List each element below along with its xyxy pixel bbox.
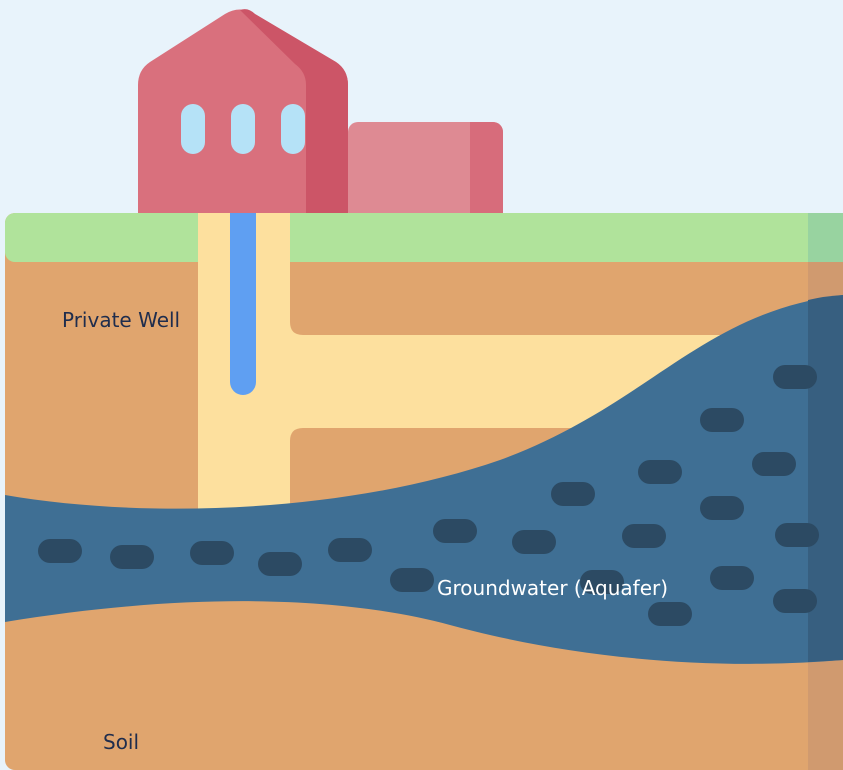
- grass: [5, 213, 843, 262]
- diagram: Private Well Groundwater (Aquafer) Soil: [0, 0, 843, 770]
- well-pipe-top: [230, 213, 256, 233]
- grass-edge: [808, 213, 843, 262]
- aquifer-label: Groundwater (Aquafer): [437, 576, 668, 600]
- well-pipe: [230, 213, 256, 395]
- soil-label: Soil: [103, 730, 139, 754]
- well-label: Private Well: [62, 308, 180, 332]
